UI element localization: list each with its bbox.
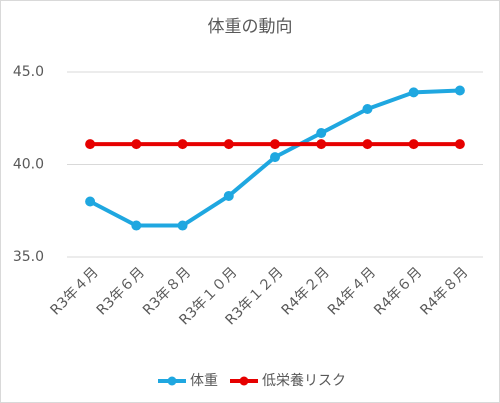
legend-label: 低栄養リスク [262,372,346,389]
y-tick-label: 35.0 [13,249,44,265]
point-marker [85,139,96,150]
point-marker [408,139,419,150]
point-marker [131,139,142,150]
chart-title: 体重の動向 [208,17,293,37]
y-tick-label: 40.0 [13,157,44,173]
point-marker [454,85,465,96]
point-marker [270,152,280,163]
point-marker [408,87,419,98]
legend-marker [167,376,177,386]
point-marker [131,220,142,231]
legend-marker [239,376,249,386]
point-marker [270,139,280,150]
point-marker [316,139,327,150]
point-marker [177,220,188,231]
point-marker [85,196,96,207]
y-tick-label: 45.0 [13,64,44,80]
point-marker [223,190,234,201]
point-marker [454,139,465,150]
point-marker [177,139,188,150]
point-marker [362,104,373,114]
point-marker [223,139,234,150]
legend-label: 体重 [190,373,218,389]
point-marker [316,128,327,139]
point-marker [362,139,373,150]
